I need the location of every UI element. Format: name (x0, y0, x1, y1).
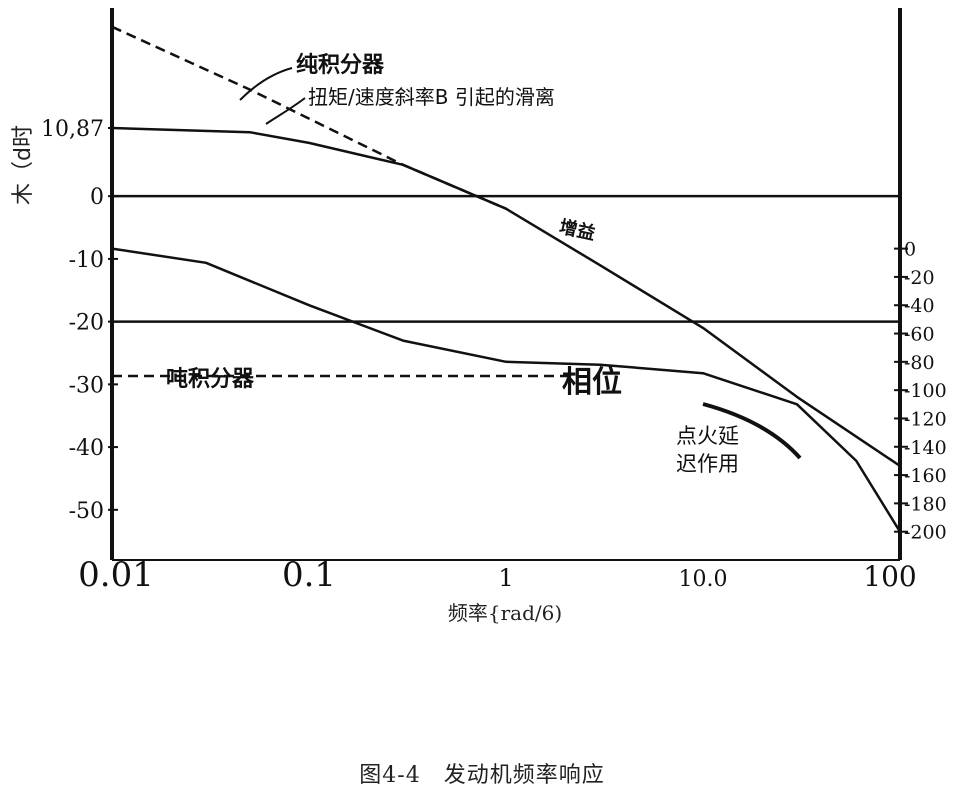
left-tick-label-4: -30 (69, 373, 104, 398)
left-axis-ticks: 10,87 0 -10 -20 -30 -40 -50 (41, 117, 118, 524)
engine-frequency-response-chart: 10,87 0 -10 -20 -30 -40 -50 0 -20 -40 -60 -80 -100 -… (11, 8, 947, 625)
reference-lines (112, 194, 900, 323)
right-tick-label-8: -160 (904, 465, 947, 487)
annotation-ignition-delay-line2: 迟作用 (676, 452, 739, 476)
series-lines (111, 25, 902, 533)
leader-ignition-delay (702, 402, 802, 460)
right-tick-label-4: -80 (904, 352, 935, 374)
right-tick-label-3: -60 (904, 324, 935, 346)
leader-pure-integrator (239, 67, 293, 101)
right-tick-label-5: -100 (904, 380, 947, 402)
left-tick-label-6: -50 (69, 499, 104, 524)
chart-frame (110, 8, 902, 561)
gain-series-line-1 (111, 126, 901, 467)
left-tick-label-3: -20 (69, 311, 104, 336)
right-tick-label-1: -20 (904, 267, 935, 289)
annotation-ignition-delay-line1: 点火延 (676, 424, 739, 448)
figure-caption: 图4-4 发动机频率响应 (359, 763, 605, 788)
left-tick-label-2: -10 (69, 248, 104, 273)
x-tick-label-4: 100 (863, 560, 916, 593)
annotation-leaders (239, 67, 802, 460)
x-axis-label: 频率{rad/6) (448, 601, 562, 625)
annotation-gain: 增益 (557, 216, 597, 245)
right-tick-label-10: -200 (904, 522, 947, 544)
left-tick-label-1: 0 (90, 185, 104, 210)
x-axis-ticks: 0.01 0.1 1 10.0 100 (78, 555, 917, 595)
x-tick-label-3: 10.0 (679, 567, 728, 592)
x-tick-label-2: 1 (498, 564, 513, 592)
annotation-pure-integrator-bottom: 吨积分器 (166, 367, 255, 392)
right-tick-label-9: -180 (904, 493, 947, 515)
annotation-torque-speed-slip: 扭矩/速度斜率B 引起的滑离 (308, 85, 555, 109)
left-axis-label: 木（d时 (11, 125, 36, 205)
phase-series-line-2 (111, 247, 902, 533)
x-tick-label-0: 0.01 (78, 555, 154, 595)
left-tick-label-0: 10,87 (41, 117, 104, 142)
x-tick-label-1: 0.1 (282, 555, 336, 595)
annotation-phase: 相位 (562, 365, 622, 400)
leader-slip (265, 97, 306, 125)
right-tick-label-6: -120 (904, 408, 947, 430)
right-tick-label-7: -140 (904, 437, 947, 459)
right-tick-label-0: 0 (904, 239, 916, 261)
right-tick-label-2: -40 (904, 295, 935, 317)
annotation-pure-integrator-top: 纯积分器 (296, 52, 385, 78)
left-tick-label-5: -40 (69, 436, 104, 461)
right-axis-ticks: 0 -20 -40 -60 -80 -100 -120 -140 -160 -180 -200 (894, 239, 947, 544)
